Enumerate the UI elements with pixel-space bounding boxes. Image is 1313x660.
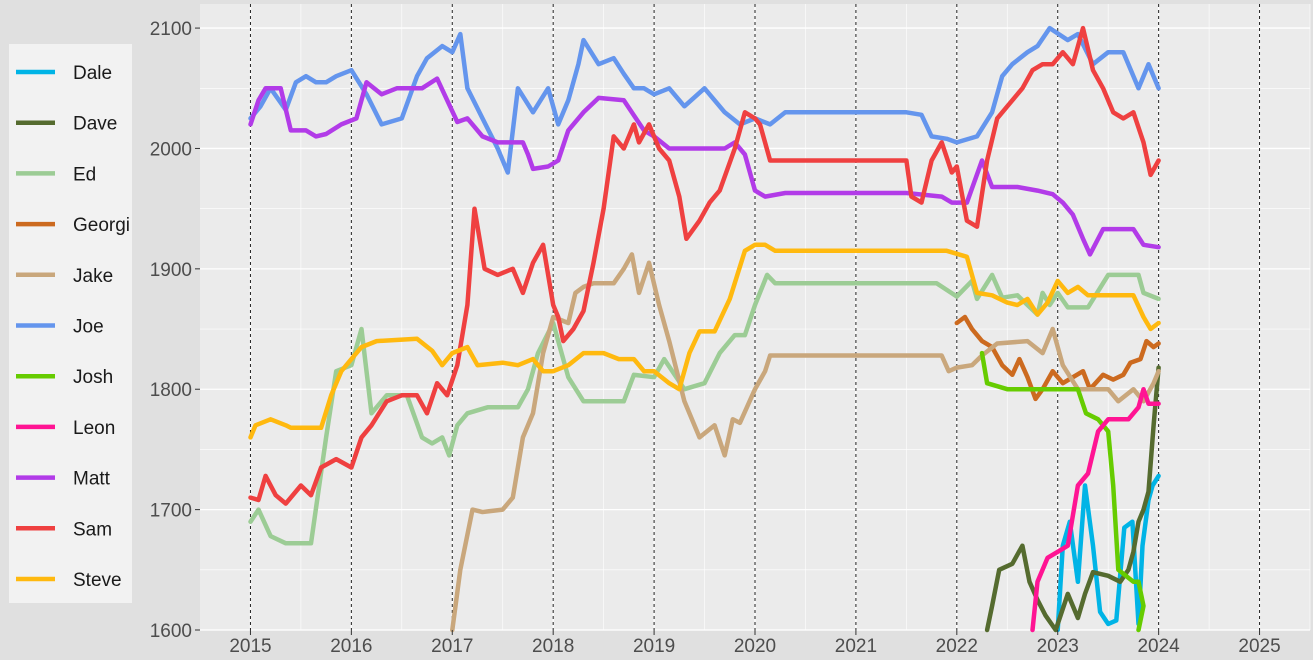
series-line-jake xyxy=(450,252,1161,633)
series-line-steve xyxy=(248,242,1161,440)
x-tick-label: 2024 xyxy=(1137,636,1180,657)
legend-label-jake: Jake xyxy=(73,266,113,287)
legend-label-josh: Josh xyxy=(73,367,113,388)
y-axis-ticks: 1600 1700 1800 1900 2000 2100 xyxy=(150,19,200,642)
x-tick-label: 2023 xyxy=(1037,636,1079,657)
x-tick-label: 2019 xyxy=(633,636,675,657)
x-tick-label: 2022 xyxy=(936,636,978,657)
x-tick-label: 2020 xyxy=(734,636,776,657)
y-tick-label: 2000 xyxy=(150,139,192,160)
legend-label-dave: Dave xyxy=(73,114,117,135)
x-tick-label: 2017 xyxy=(431,636,473,657)
year-reference-lines xyxy=(249,4,1261,630)
series-line-dave xyxy=(984,365,1161,633)
x-tick-label: 2015 xyxy=(229,636,271,657)
x-tick-label: 2018 xyxy=(532,636,574,657)
y-tick-label: 1600 xyxy=(150,621,192,642)
x-axis-ticks: 2015 2016 2017 2018 2019 2020 2021 2022 2023 2024… xyxy=(229,630,1281,657)
legend-label-georgi: Georgi xyxy=(73,215,130,236)
series-line-joe xyxy=(248,25,1161,175)
x-tick-label: 2021 xyxy=(835,636,877,657)
series-line-matt xyxy=(248,76,1161,257)
series-line-josh xyxy=(979,350,1146,633)
x-tick-label: 2025 xyxy=(1238,636,1280,657)
y-tick-label: 1900 xyxy=(150,260,192,281)
series-line-sam xyxy=(248,25,1161,506)
x-tick-label: 2016 xyxy=(330,636,372,657)
series-line-leon xyxy=(1030,386,1161,633)
legend-label-leon: Leon xyxy=(73,418,115,439)
y-tick-label: 2100 xyxy=(150,19,192,40)
series-lines xyxy=(248,25,1161,633)
legend-label-sam: Sam xyxy=(73,519,112,540)
legend-label-dale: Dale xyxy=(73,63,112,84)
legend-label-steve: Steve xyxy=(73,570,122,591)
legend-label-ed: Ed xyxy=(73,164,96,185)
legend-label-matt: Matt xyxy=(73,469,111,490)
legend: Dale Dave Ed Georgi Jake Joe Josh Leon Matt Sam St… xyxy=(9,44,132,603)
series-line-dale xyxy=(1055,473,1161,633)
y-tick-label: 1800 xyxy=(150,380,192,401)
y-tick-label: 1700 xyxy=(150,501,192,522)
legend-label-joe: Joe xyxy=(73,317,104,338)
